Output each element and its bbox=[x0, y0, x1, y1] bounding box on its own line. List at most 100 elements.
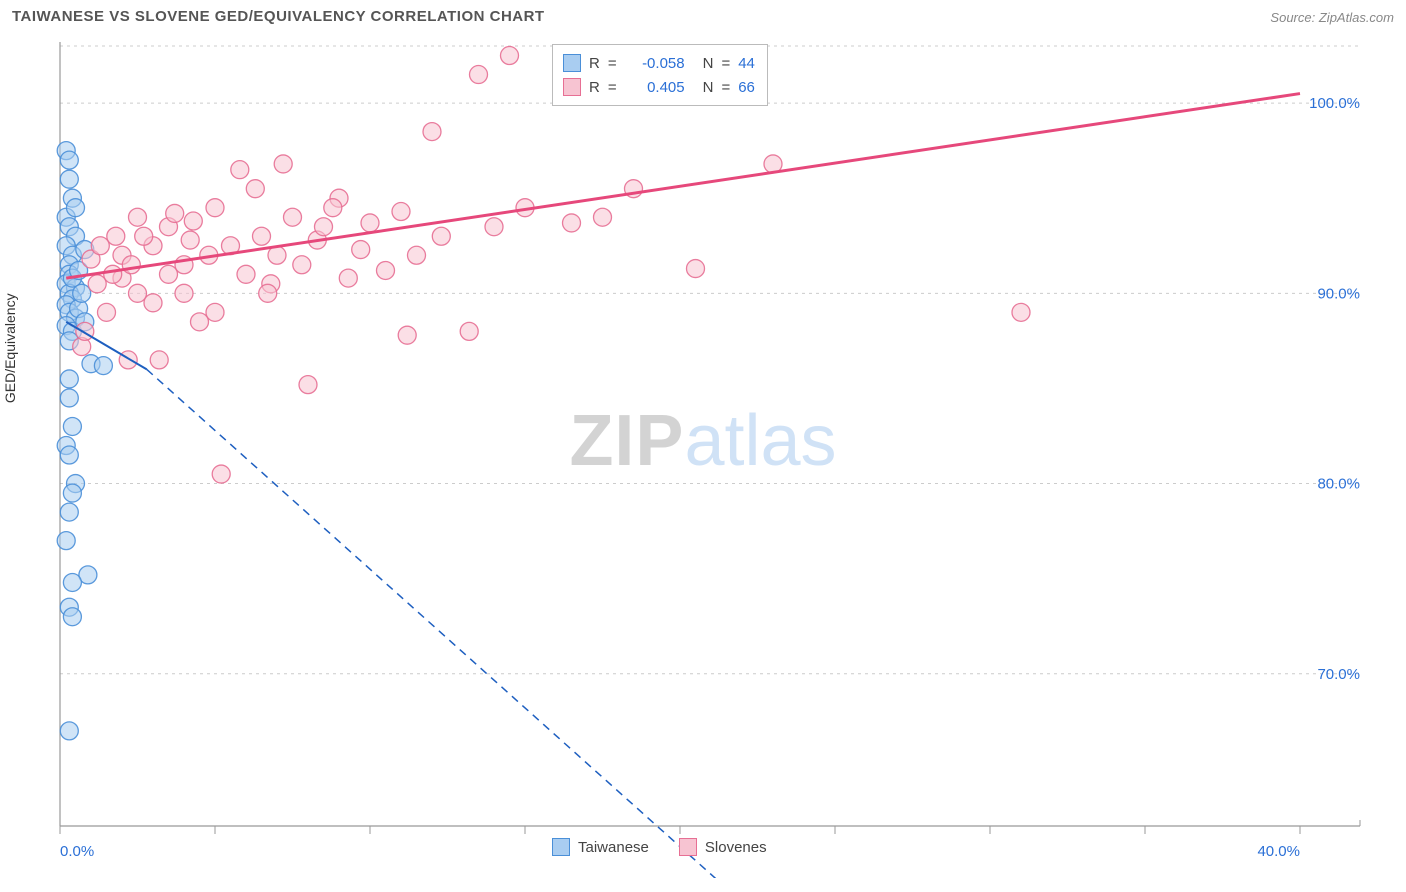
data-point bbox=[339, 269, 357, 287]
y-tick-label: 90.0% bbox=[1317, 285, 1360, 302]
data-point bbox=[563, 214, 581, 232]
series-legend: Taiwanese Slovenes bbox=[552, 838, 767, 856]
data-point bbox=[324, 199, 342, 217]
data-point bbox=[67, 199, 85, 217]
correlation-row: R = 0.405 N = 66 bbox=[563, 75, 755, 99]
data-point bbox=[91, 237, 109, 255]
chart-title: TAIWANESE VS SLOVENE GED/EQUIVALENCY COR… bbox=[12, 8, 545, 25]
equals: = bbox=[608, 55, 617, 72]
r-value: 0.405 bbox=[625, 79, 685, 96]
data-point bbox=[1012, 303, 1030, 321]
data-point bbox=[129, 208, 147, 226]
data-point bbox=[73, 284, 91, 302]
r-label: R bbox=[589, 79, 600, 96]
data-point bbox=[144, 294, 162, 312]
data-point bbox=[432, 227, 450, 245]
correlation-row: R = -0.058 N = 44 bbox=[563, 51, 755, 75]
data-point bbox=[98, 303, 116, 321]
data-point bbox=[160, 265, 178, 283]
legend-item: Slovenes bbox=[679, 838, 767, 856]
legend-swatch bbox=[563, 54, 581, 72]
data-point bbox=[460, 322, 478, 340]
data-point bbox=[408, 246, 426, 264]
n-label: N bbox=[703, 55, 714, 72]
n-label: N bbox=[703, 79, 714, 96]
data-point bbox=[191, 313, 209, 331]
data-point bbox=[63, 484, 81, 502]
legend-item: Taiwanese bbox=[552, 838, 649, 856]
data-point bbox=[150, 351, 168, 369]
y-axis-label: GED/Equivalency bbox=[2, 293, 18, 403]
data-point bbox=[485, 218, 503, 236]
equals: = bbox=[608, 79, 617, 96]
data-point bbox=[60, 170, 78, 188]
data-point bbox=[423, 123, 441, 141]
data-point bbox=[166, 204, 184, 222]
data-point bbox=[246, 180, 264, 198]
data-point bbox=[107, 227, 125, 245]
data-point bbox=[594, 208, 612, 226]
data-point bbox=[274, 155, 292, 173]
x-tick-label: 0.0% bbox=[60, 843, 94, 860]
data-point bbox=[122, 256, 140, 274]
data-point bbox=[284, 208, 302, 226]
legend-label: Taiwanese bbox=[578, 839, 649, 856]
data-point bbox=[94, 357, 112, 375]
data-point bbox=[63, 417, 81, 435]
correlation-legend-box: R = -0.058 N = 44 R = 0.405 N = 66 bbox=[552, 44, 768, 106]
data-point bbox=[398, 326, 416, 344]
data-point bbox=[231, 161, 249, 179]
data-point bbox=[299, 376, 317, 394]
data-point bbox=[212, 465, 230, 483]
r-label: R bbox=[589, 55, 600, 72]
r-value: -0.058 bbox=[625, 55, 685, 72]
source-label: Source: bbox=[1270, 10, 1315, 25]
trend-line-extension bbox=[147, 369, 742, 878]
source-attribution: Source: ZipAtlas.com bbox=[1270, 10, 1394, 25]
n-value: 66 bbox=[738, 79, 755, 96]
data-point bbox=[237, 265, 255, 283]
data-point bbox=[57, 532, 75, 550]
data-point bbox=[104, 265, 122, 283]
data-point bbox=[470, 66, 488, 84]
legend-label: Slovenes bbox=[705, 839, 767, 856]
y-tick-label: 70.0% bbox=[1317, 666, 1360, 683]
data-point bbox=[184, 212, 202, 230]
data-point bbox=[377, 261, 395, 279]
data-point bbox=[63, 608, 81, 626]
data-point bbox=[60, 151, 78, 169]
data-point bbox=[253, 227, 271, 245]
n-value: 44 bbox=[738, 55, 755, 72]
data-point bbox=[60, 446, 78, 464]
data-point bbox=[129, 284, 147, 302]
data-point bbox=[259, 284, 277, 302]
data-point bbox=[361, 214, 379, 232]
data-point bbox=[175, 284, 193, 302]
equals: = bbox=[721, 79, 730, 96]
data-point bbox=[687, 260, 705, 278]
x-tick-label: 40.0% bbox=[1257, 843, 1300, 860]
data-point bbox=[206, 303, 224, 321]
data-point bbox=[293, 256, 311, 274]
data-point bbox=[60, 503, 78, 521]
equals: = bbox=[721, 55, 730, 72]
source-value: ZipAtlas.com bbox=[1319, 10, 1394, 25]
legend-swatch bbox=[679, 838, 697, 856]
data-point bbox=[206, 199, 224, 217]
y-tick-label: 80.0% bbox=[1317, 476, 1360, 493]
data-point bbox=[60, 370, 78, 388]
chart-container: GED/Equivalency 0.0%40.0%70.0%80.0%90.0%… bbox=[12, 38, 1394, 878]
scatter-plot: 0.0% 40.0% 70.0% 80.0% 90.0% 100.0% bbox=[12, 38, 1394, 878]
legend-swatch bbox=[552, 838, 570, 856]
data-point bbox=[63, 573, 81, 591]
data-point bbox=[315, 218, 333, 236]
data-point bbox=[181, 231, 199, 249]
legend-swatch bbox=[563, 78, 581, 96]
y-tick-label: 100.0% bbox=[1309, 95, 1360, 112]
data-point bbox=[60, 389, 78, 407]
data-point bbox=[352, 241, 370, 259]
data-point bbox=[501, 47, 519, 65]
data-point bbox=[135, 227, 153, 245]
data-point bbox=[60, 722, 78, 740]
data-point bbox=[88, 275, 106, 293]
